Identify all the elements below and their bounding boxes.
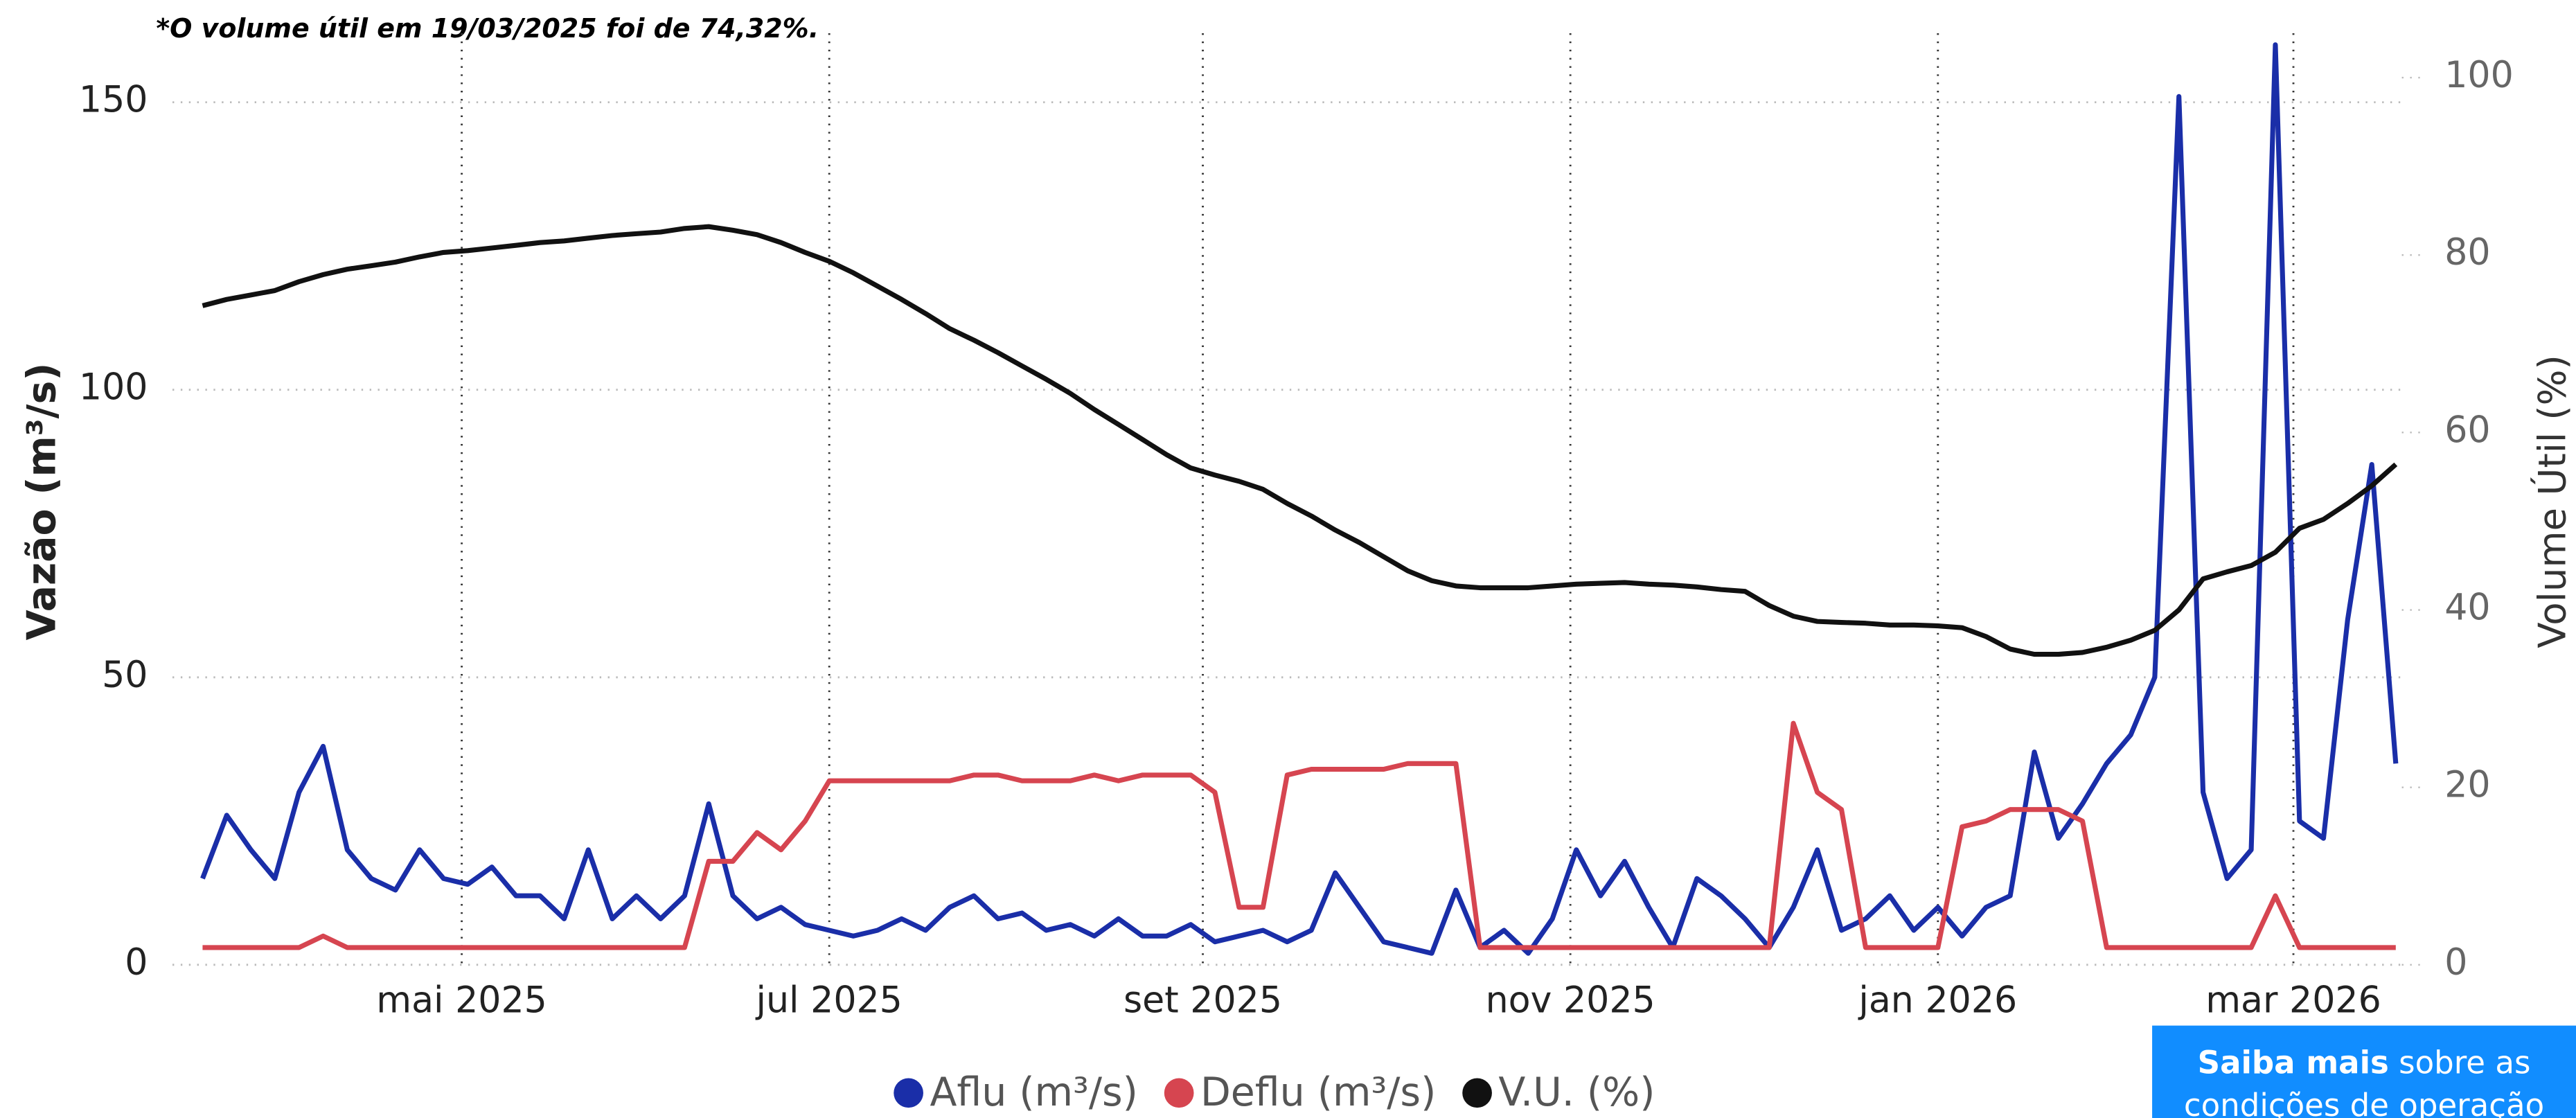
legend-marker [1462,1078,1492,1108]
y2-tick-label: 40 [2444,587,2490,629]
legend-marker [1164,1078,1194,1108]
link-button[interactable]: Saiba mais sobre as condições de operaçã… [2152,1025,2576,1118]
series-line [202,720,2396,950]
legend-label: Aflu (m³/s) [930,1070,1137,1115]
x-tick-label: mar 2026 [2205,979,2381,1021]
button-rest[interactable]: sobre as [2399,1045,2530,1081]
y2-tick-label: 100 [2444,55,2514,96]
button-text-2[interactable]: condições de operação [2184,1087,2544,1118]
x-tick-label: nov 2025 [1486,979,1655,1021]
button-text[interactable]: Saiba mais sobre as [2198,1045,2531,1081]
x-tick-label: jan 2026 [1858,979,2017,1021]
y-tick-label: 100 [79,367,148,409]
button-bg[interactable] [2152,1025,2576,1118]
x-tick-label: set 2025 [1123,979,1282,1021]
x-tick-label: jul 2025 [756,979,903,1021]
y-tick-label: 150 [79,80,148,121]
note: *O volume útil em 19/03/2025 foi de 74,3… [156,13,819,44]
y2-axis-label: Volume Útil (%) [2530,355,2574,648]
y2-tick-label: 80 [2444,232,2490,274]
y2-tick-label: 60 [2444,409,2490,451]
legend-label: Deflu (m³/s) [1200,1070,1436,1115]
legend-marker [894,1078,923,1108]
y2-tick-label: 20 [2444,765,2490,806]
button-bold[interactable]: Saiba mais [2198,1045,2389,1081]
y2-tick-label: 0 [2444,942,2467,984]
legend-label: V.U. (%) [1498,1070,1655,1115]
y-axis-label: Vazão (m³/s) [19,363,65,641]
series-line [200,42,2399,956]
series-line [202,224,2398,657]
x-tick-label: mai 2025 [376,979,547,1021]
y-tick-label: 50 [102,655,148,696]
y-tick-label: 0 [125,942,148,984]
